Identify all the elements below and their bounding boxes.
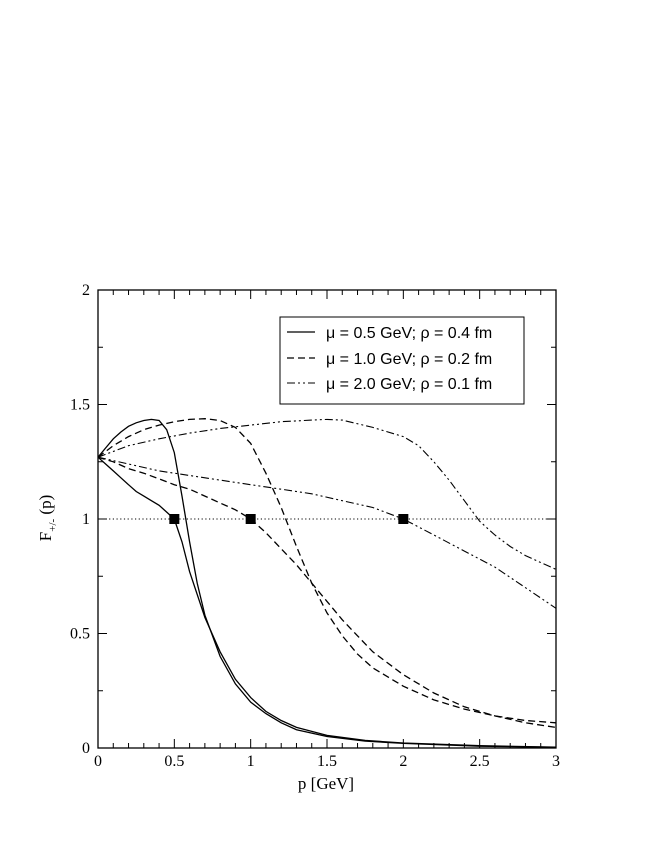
legend-label-0: μ = 0.5 GeV; ρ = 0.4 fm bbox=[326, 325, 492, 342]
series-line-3 bbox=[97, 456, 557, 729]
axes-layer: 0 0.5 1 1.5 2 2.5 3 0 0.5 1 1.5 2 bbox=[70, 282, 560, 770]
y-axis-title: F+/- (p) bbox=[36, 495, 59, 541]
series-layer bbox=[97, 418, 557, 748]
marker-1 bbox=[245, 514, 256, 524]
series-line-1 bbox=[97, 456, 557, 748]
y-tick-label: 0.5 bbox=[70, 626, 90, 643]
series-line-2 bbox=[97, 418, 557, 724]
legend-box bbox=[279, 316, 525, 405]
marker-layer bbox=[169, 514, 409, 524]
x-tick-label: 1 bbox=[247, 753, 255, 770]
y-tick-label: 0 bbox=[82, 740, 90, 757]
y-axis-title-main: F bbox=[36, 532, 55, 541]
legend-label-2: μ = 2.0 GeV; ρ = 0.1 fm bbox=[326, 376, 492, 393]
series-line-5 bbox=[97, 456, 557, 609]
legend-label-1: μ = 1.0 GeV; ρ = 0.2 fm bbox=[326, 351, 492, 368]
x-tick-label: 0.5 bbox=[164, 753, 184, 770]
x-tick-label: 0 bbox=[94, 753, 102, 770]
marker-2 bbox=[398, 514, 409, 524]
x-tick-label: 3 bbox=[552, 753, 560, 770]
y-axis-title-sub: +/- bbox=[47, 519, 59, 532]
series-line-0 bbox=[97, 418, 557, 748]
x-axis-title: p [GeV] bbox=[298, 774, 354, 793]
y-tick-label: 1.5 bbox=[70, 397, 90, 414]
y-axis-title-arg: (p) bbox=[36, 495, 55, 519]
legend: μ = 0.5 GeV; ρ = 0.4 fm μ = 1.0 GeV; ρ =… bbox=[279, 316, 525, 405]
series-line-4 bbox=[97, 418, 557, 570]
y-tick-label: 1 bbox=[82, 511, 90, 528]
x-tick-label: 1.5 bbox=[317, 753, 337, 770]
x-tick-label: 2.5 bbox=[470, 753, 490, 770]
x-tick-label: 2 bbox=[399, 753, 407, 770]
y-tick-label: 2 bbox=[82, 282, 90, 299]
marker-0 bbox=[169, 514, 180, 524]
